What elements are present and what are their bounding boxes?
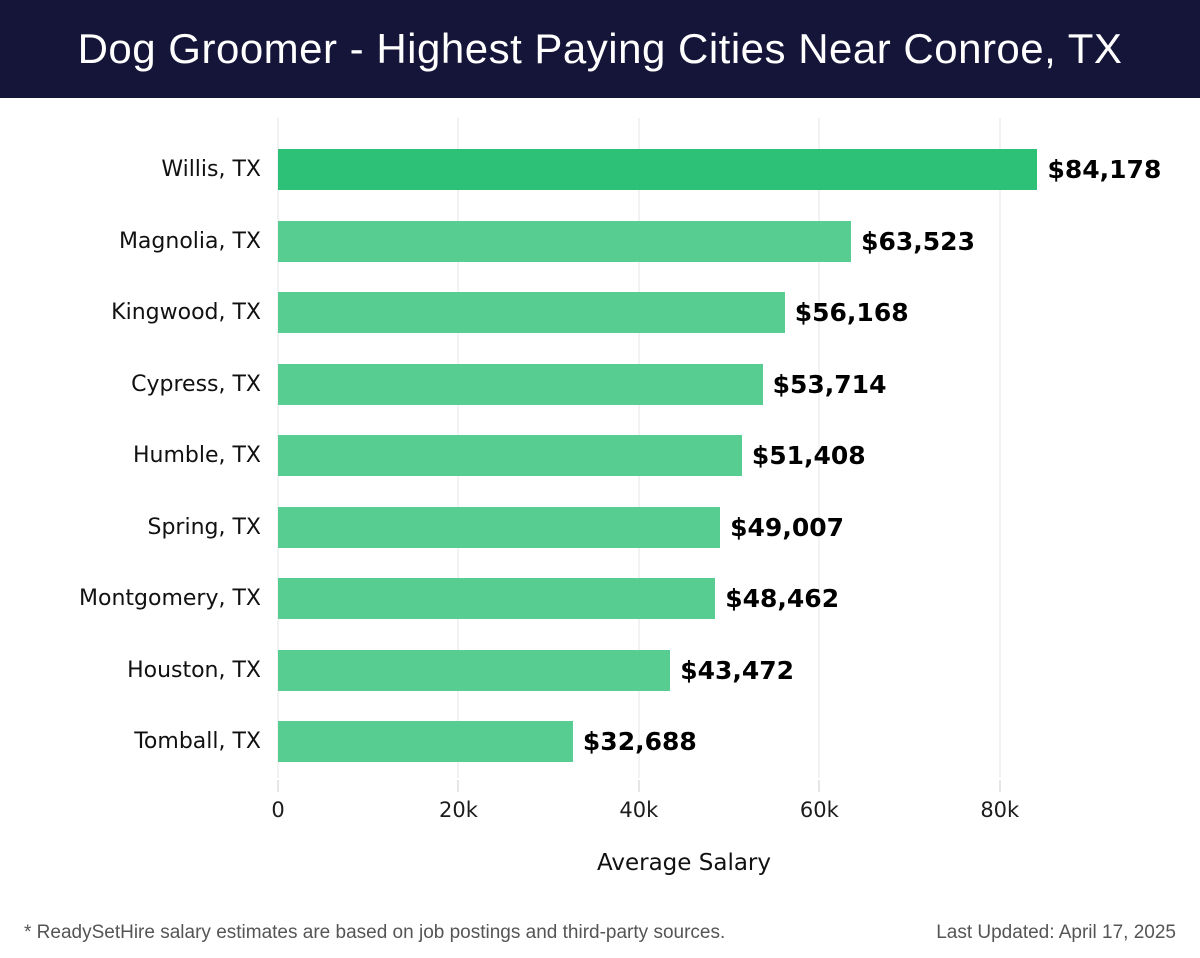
footer: * ReadySetHire salary estimates are base… [0, 922, 1200, 958]
bar [278, 506, 721, 548]
page-title: Dog Groomer - Highest Paying Cities Near… [77, 25, 1123, 72]
tick-label: 20k [438, 797, 478, 822]
bar [278, 721, 573, 763]
bar [278, 149, 1038, 191]
bar [278, 363, 763, 405]
bar [278, 220, 852, 262]
x-ticks [277, 778, 1090, 792]
bar-track: $48,462 [278, 578, 1090, 620]
category-label: Willis, TX [161, 157, 261, 183]
bar-chart: Willis, TX $84,178 Magnolia, TX $63,523 King… [0, 118, 1200, 876]
value-label: $53,714 [772, 369, 887, 399]
category-label: Humble, TX [132, 443, 261, 469]
plot-area: Willis, TX $84,178 Magnolia, TX $63,523 King… [0, 118, 1200, 778]
bar-row: Houston, TX $43,472 [0, 635, 1200, 707]
tick-mark [457, 779, 459, 792]
x-axis-title: Average Salary [596, 849, 771, 876]
bar [278, 292, 785, 334]
bar-track: $53,714 [278, 363, 1090, 405]
bar-row: Magnolia, TX $63,523 [0, 206, 1200, 278]
tick-label: 60k [799, 797, 839, 822]
bar [278, 649, 671, 691]
category-label: Tomball, TX [134, 729, 261, 755]
x-tick-labels: 0 20k 40k 60k 80k [271, 797, 1090, 828]
bar-row: Montgomery, TX $48,462 [0, 563, 1200, 635]
bar-track: $63,523 [278, 220, 1090, 262]
tick-mark [638, 779, 640, 792]
category-label: Montgomery, TX [79, 586, 261, 612]
source-note: * ReadySetHire salary estimates are base… [24, 922, 726, 943]
tick-label: 0 [271, 797, 285, 822]
value-label: $43,472 [680, 655, 795, 685]
tick-label: 40k [619, 797, 659, 822]
category-label: Kingwood, TX [111, 300, 261, 326]
bar-row: Humble, TX $51,408 [0, 420, 1200, 492]
value-label: $51,408 [751, 441, 866, 471]
bar-track: $51,408 [278, 435, 1090, 477]
bar [278, 578, 716, 620]
header-banner: Dog Groomer - Highest Paying Cities Near… [0, 0, 1200, 98]
value-label: $48,462 [725, 584, 840, 614]
last-updated: Last Updated: April 17, 2025 [936, 922, 1176, 943]
bar-row: Spring, TX $49,007 [0, 492, 1200, 564]
category-label: Magnolia, TX [118, 228, 261, 254]
value-label: $56,168 [794, 298, 909, 328]
value-label: $32,688 [582, 727, 697, 757]
bar-row: Cypress, TX $53,714 [0, 349, 1200, 421]
value-label: $49,007 [730, 512, 845, 542]
bar-track: $84,178 [278, 149, 1161, 191]
bar-track: $43,472 [278, 649, 1090, 691]
bar-row: Willis, TX $84,178 [0, 134, 1200, 206]
bar [278, 435, 742, 477]
value-label: $63,523 [861, 226, 975, 256]
tick-label: 80k [980, 797, 1020, 822]
category-label: Spring, TX [147, 514, 262, 540]
category-label: Cypress, TX [131, 371, 261, 397]
bar-track: $56,168 [278, 292, 1090, 334]
bar-row: Tomball, TX $32,688 [0, 706, 1200, 778]
tick-mark [818, 779, 820, 792]
category-label: Houston, TX [127, 657, 261, 683]
bar-track: $32,688 [278, 721, 1090, 763]
bar-row: Kingwood, TX $56,168 [0, 277, 1200, 349]
value-label: $84,178 [1047, 155, 1162, 185]
tick-mark [999, 779, 1001, 792]
bar-rows: Willis, TX $84,178 Magnolia, TX $63,523 King… [0, 134, 1200, 778]
tick-mark [277, 779, 279, 792]
x-axis: 0 20k 40k 60k 80k [271, 778, 1090, 828]
bar-track: $49,007 [278, 506, 1090, 548]
